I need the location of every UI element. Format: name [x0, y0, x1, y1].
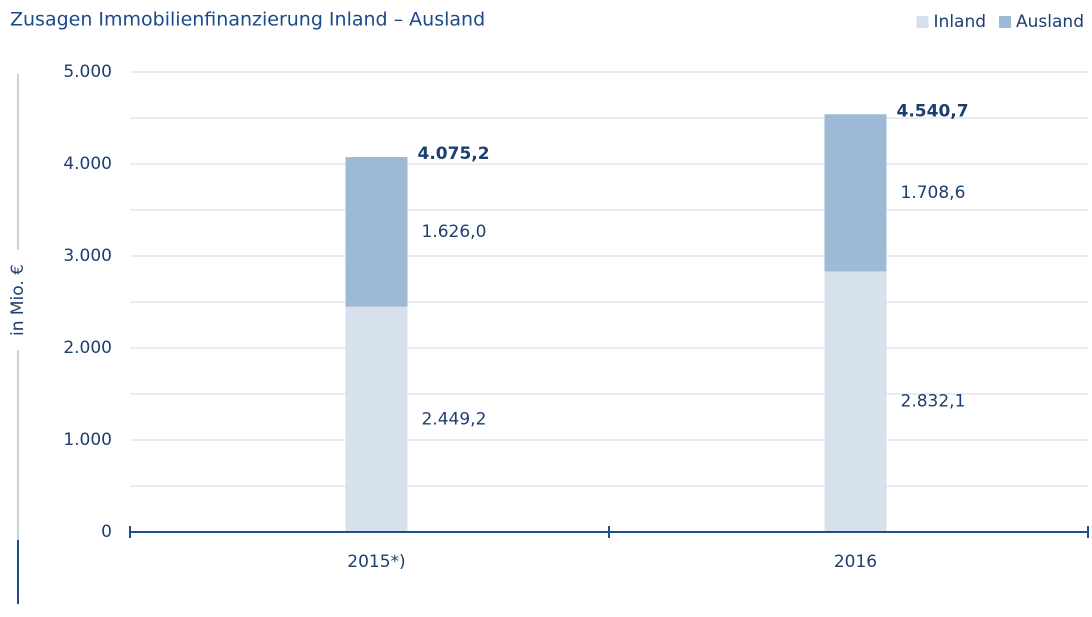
legend-label: Inland — [934, 12, 987, 32]
y-axis-label: in Mio. € — [8, 264, 28, 336]
x-tick-label: 2015*) — [347, 552, 405, 572]
chart-title: Zusagen Immobilienfinanzierung Inland – … — [10, 9, 485, 31]
data-label: 1.626,0 — [422, 222, 487, 242]
bar-segment — [824, 114, 887, 272]
y-tick-label: 5.000 — [63, 62, 112, 82]
y-tick-label: 2.000 — [63, 338, 112, 358]
bar-segment — [345, 306, 408, 532]
y-tick-label: 3.000 — [63, 246, 112, 266]
legend-swatch — [999, 16, 1012, 28]
legend-swatch — [916, 16, 929, 28]
data-label: 2.832,1 — [901, 392, 966, 412]
total-label: 4.075,2 — [418, 144, 490, 164]
y-tick-label: 4.000 — [63, 154, 112, 174]
data-label: 1.708,6 — [901, 183, 966, 203]
bar-segment — [345, 157, 408, 307]
y-tick-label: 0 — [101, 522, 112, 542]
bar-segment — [824, 271, 887, 532]
x-tick-label: 2016 — [834, 552, 877, 572]
y-tick-label: 1.000 — [63, 430, 112, 450]
total-label: 4.540,7 — [897, 101, 969, 121]
data-label: 2.449,2 — [422, 409, 487, 429]
legend-label: Ausland — [1016, 12, 1084, 32]
